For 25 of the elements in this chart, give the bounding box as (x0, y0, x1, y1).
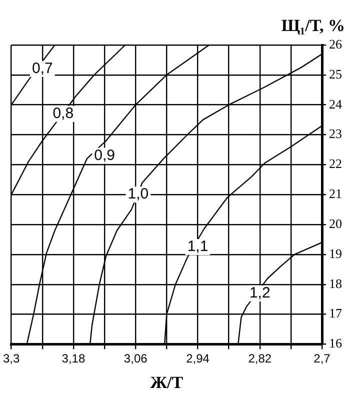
x-axis-title: Ж/Т (150, 373, 184, 392)
x-tick-label: 2,7 (314, 352, 331, 366)
y-tick-label: 22 (329, 156, 342, 172)
y-tick-label: 23 (329, 126, 342, 142)
annotation: 0,8 (52, 104, 74, 122)
annotation: 1,2 (249, 284, 270, 302)
y-tick-label: 26 (329, 36, 342, 52)
x-tick-label: 2,94 (186, 352, 210, 366)
annotation: 1,1 (187, 238, 208, 256)
annotation: 0,7 (32, 60, 53, 78)
annotation: 1,0 (128, 186, 149, 203)
y-tick-label: 21 (329, 186, 342, 202)
y-tick-label: 17 (329, 306, 342, 321)
y-tick-label: 20 (329, 216, 342, 231)
y-axis-title: Щ₁/Т, % (281, 16, 345, 35)
y-tick-label: 18 (329, 276, 342, 291)
y-tick-label: 19 (329, 246, 342, 261)
y-tick-label: 16 (329, 336, 342, 351)
x-tick-label: 3,3 (2, 352, 20, 366)
y-tick-label: 25 (329, 66, 342, 82)
annotation: 0,9 (94, 146, 115, 164)
y-tick-label: 24 (329, 96, 342, 112)
x-tick-label: 3,18 (62, 352, 86, 366)
x-tick-label: 3,06 (124, 352, 148, 366)
x-tick-label: 2,82 (248, 352, 272, 366)
